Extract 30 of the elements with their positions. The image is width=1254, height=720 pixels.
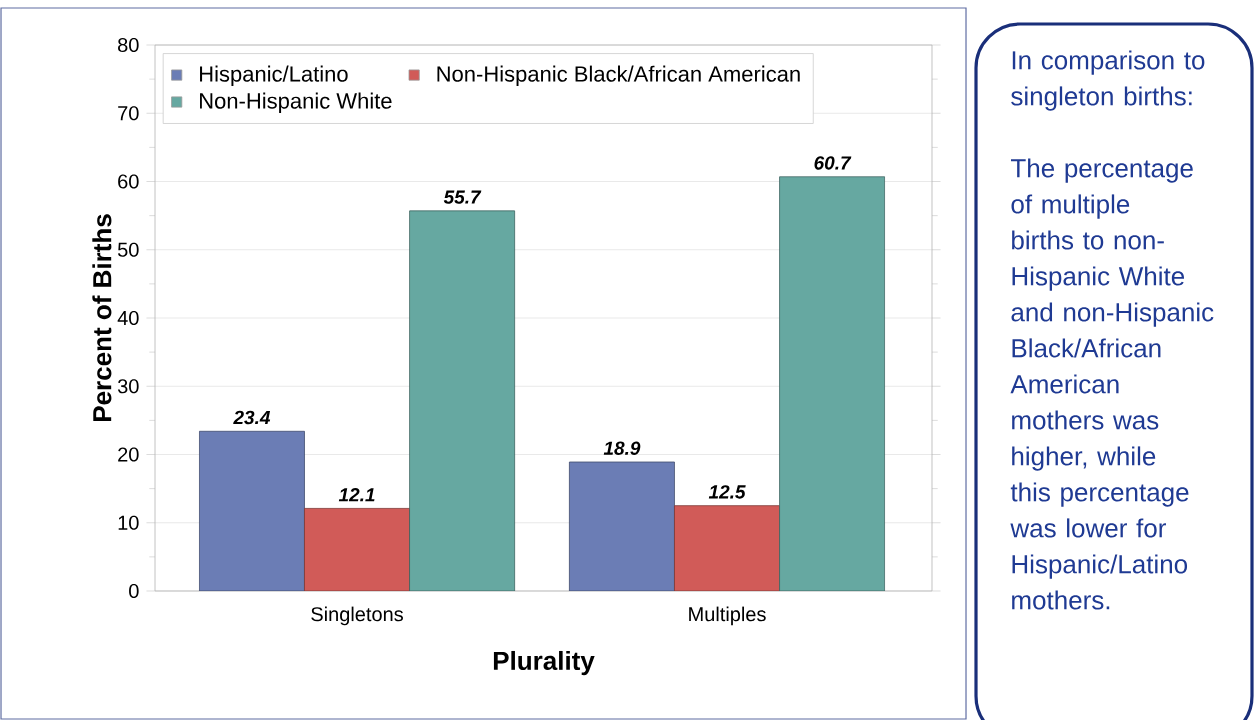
bar bbox=[674, 505, 780, 591]
data-label: 55.7 bbox=[443, 190, 482, 204]
y-tick-label: 20 bbox=[118, 447, 139, 462]
legend-label: Non-Hispanic Black/African American bbox=[437, 65, 800, 87]
y-tick-label: 80 bbox=[118, 37, 139, 53]
bar bbox=[569, 461, 675, 591]
y-tick-label: 40 bbox=[117, 310, 139, 326]
y-tick-label: 30 bbox=[117, 379, 139, 394]
legend-label: Non-Hispanic White bbox=[200, 92, 392, 114]
y-tick-label: 10 bbox=[118, 515, 139, 530]
text: The percentage of multiple births to non-Hispanic White and non-Hispanic Black/African American mothers was higher, while this percentage was lower for Hispanic/Latino mothers. bbox=[1010, 158, 1214, 610]
text: In comparison to singleton births: bbox=[1011, 50, 1205, 111]
bar bbox=[409, 210, 516, 591]
x-axis-title: Plurality bbox=[493, 650, 595, 676]
data-label: 12.5 bbox=[708, 485, 746, 499]
bar bbox=[304, 508, 410, 591]
y-axis-title: Percent of Births bbox=[92, 214, 112, 422]
data-label: 23.4 bbox=[233, 410, 271, 425]
legend-label: Hispanic/Latino bbox=[200, 65, 348, 87]
y-tick-label: 50 bbox=[117, 242, 139, 257]
data-label: 60.7 bbox=[814, 156, 852, 170]
data-label: 12.1 bbox=[338, 488, 375, 502]
data-label: 18.9 bbox=[603, 441, 641, 455]
bar bbox=[779, 176, 886, 591]
y-tick-label: 60 bbox=[118, 174, 139, 189]
x-tick-label: Singletons bbox=[311, 606, 403, 626]
y-tick-label: 70 bbox=[118, 106, 139, 121]
y-tick-label: 0 bbox=[129, 583, 139, 599]
x-tick-label: Multiples bbox=[689, 606, 766, 626]
bar bbox=[199, 430, 305, 591]
